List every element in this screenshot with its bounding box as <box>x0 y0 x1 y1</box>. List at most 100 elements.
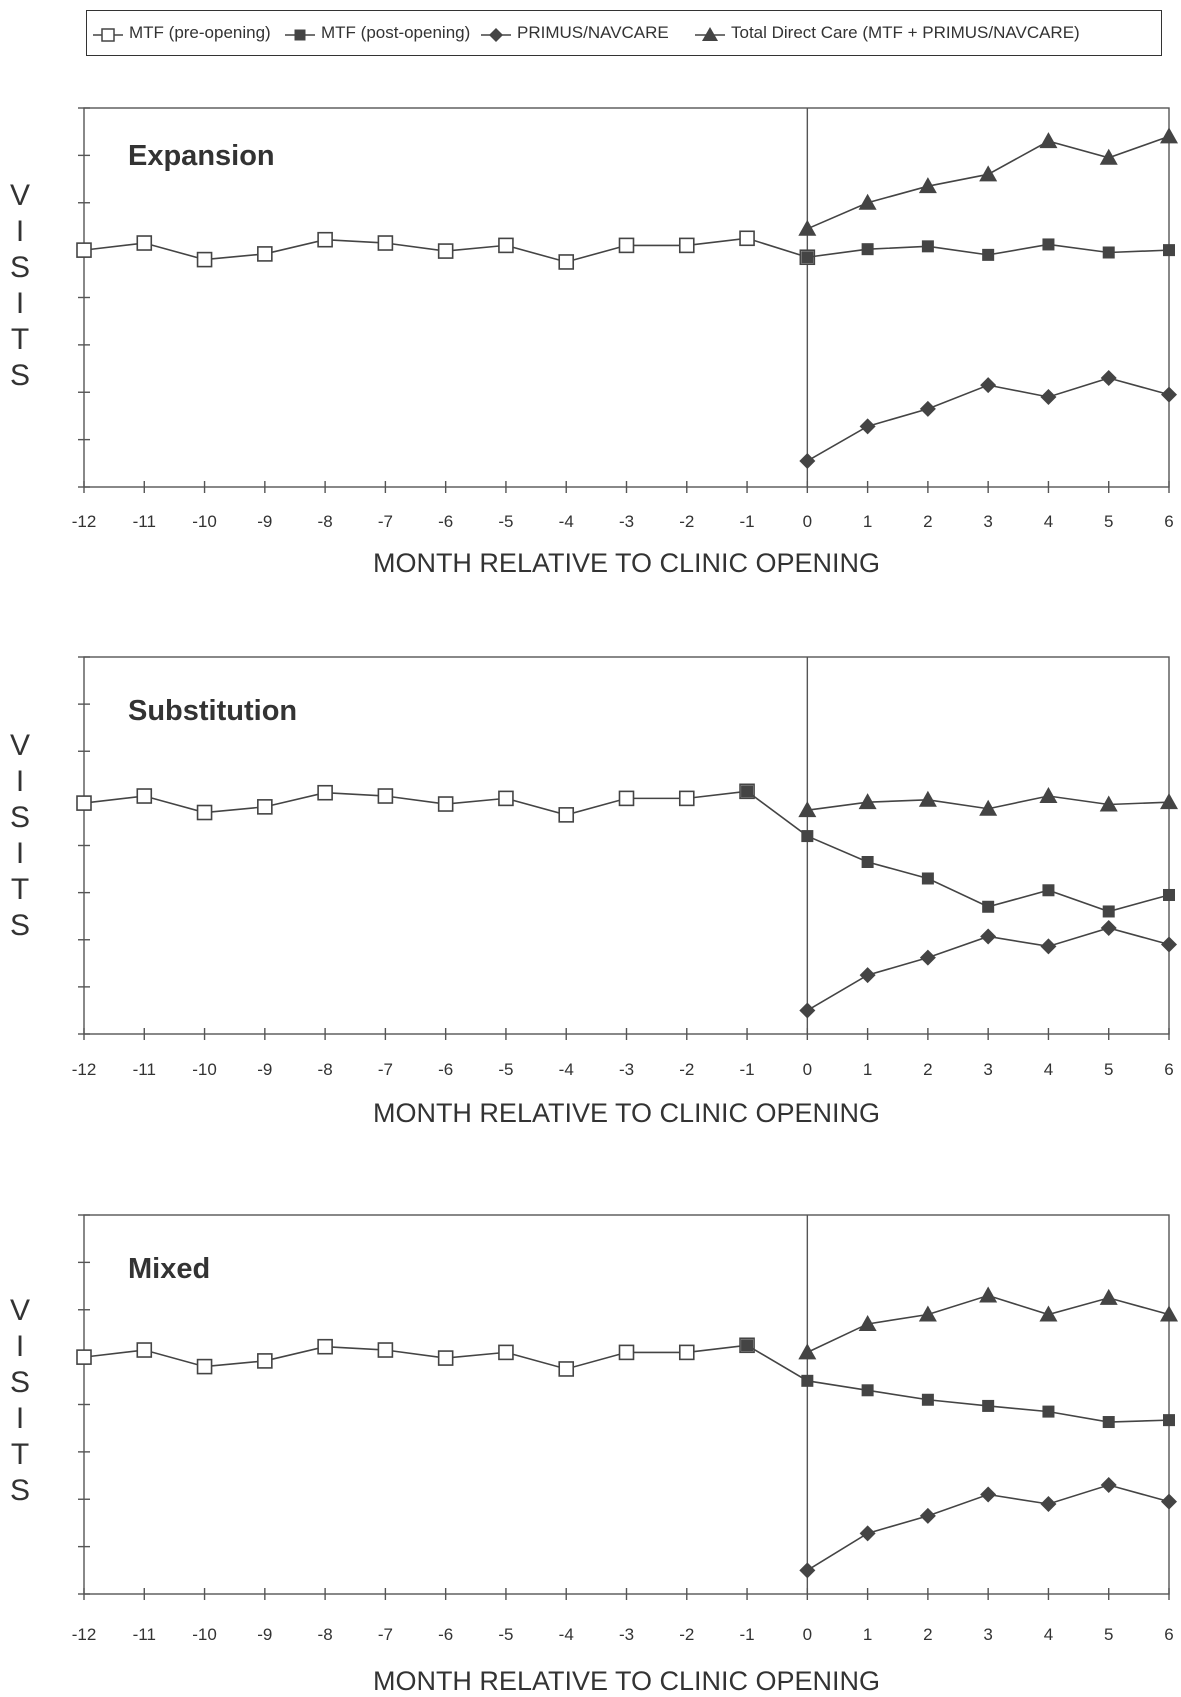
data-point <box>437 796 454 812</box>
x-tick-label: -7 <box>378 1060 393 1079</box>
x-tick-label: 2 <box>923 512 932 531</box>
data-point <box>799 1002 816 1019</box>
data-point <box>979 165 998 182</box>
data-point <box>921 872 934 885</box>
series-line <box>83 790 748 816</box>
x-tick-label: -12 <box>72 1060 97 1079</box>
data-point <box>618 1344 635 1361</box>
legend-label-mtf-pre: MTF (pre-opening) <box>129 23 271 42</box>
series-filled-square <box>741 785 1175 918</box>
data-point <box>196 251 213 268</box>
data-point <box>1161 386 1177 403</box>
data-point <box>1102 1416 1115 1429</box>
x-tick-label: -6 <box>438 512 453 531</box>
x-tick-label: -3 <box>619 512 634 531</box>
chart-title: Substitution <box>128 695 297 727</box>
chart-legend: MTF (pre-opening) MTF (post-opening) PRI… <box>86 10 1162 56</box>
x-tick-label: -1 <box>739 512 754 531</box>
x-tick-label: -1 <box>739 1060 754 1079</box>
data-point <box>919 949 936 966</box>
data-point <box>1102 905 1115 918</box>
data-point <box>1039 787 1058 804</box>
data-point <box>317 784 333 801</box>
x-tick-label: 1 <box>863 1625 872 1644</box>
x-tick-label: -9 <box>257 1625 272 1644</box>
x-tick-label: -5 <box>498 512 513 531</box>
x-axis-label: MONTH RELATIVE TO CLINIC OPENING <box>373 1666 880 1696</box>
series-filled-diamond <box>799 370 1177 469</box>
data-point <box>859 1525 876 1542</box>
data-point <box>1102 246 1115 259</box>
series-line <box>83 1344 748 1370</box>
open-square-marker-icon <box>93 28 123 42</box>
data-point <box>257 246 273 262</box>
x-tick-label: -2 <box>679 1060 694 1079</box>
data-point <box>859 967 876 984</box>
x-tick-label: 0 <box>803 1625 812 1644</box>
data-point <box>982 900 995 913</box>
series-line <box>746 1344 1170 1423</box>
data-point <box>799 1562 816 1579</box>
data-point <box>918 1305 937 1322</box>
data-point <box>678 237 695 254</box>
data-point <box>76 795 92 811</box>
data-point <box>980 377 997 394</box>
data-point <box>1042 884 1055 897</box>
data-point <box>498 1344 514 1361</box>
data-point <box>196 804 213 821</box>
data-point <box>741 1339 754 1352</box>
data-point <box>136 788 153 804</box>
x-tick-label: -11 <box>133 1060 156 1079</box>
data-point <box>919 400 936 417</box>
data-point <box>1100 919 1117 936</box>
legend-label-total-direct-care: Total Direct Care (MTF + PRIMUS/NAVCARE) <box>731 23 1080 42</box>
x-tick-label: -8 <box>318 1625 333 1644</box>
x-tick-label: -5 <box>498 1625 513 1644</box>
x-tick-label: 3 <box>983 1060 992 1079</box>
data-point <box>498 790 514 807</box>
x-tick-label: -9 <box>257 1060 272 1079</box>
data-point <box>1099 148 1118 165</box>
data-point <box>377 788 394 804</box>
x-tick-label: -11 <box>133 512 156 531</box>
x-tick-label: -4 <box>559 1060 574 1079</box>
x-tick-label: -6 <box>438 1625 453 1644</box>
data-point <box>1160 127 1178 144</box>
series-filled-diamond <box>799 919 1177 1019</box>
data-point <box>1163 244 1175 257</box>
series-open-square <box>76 230 816 270</box>
x-tick-label: -10 <box>192 512 217 531</box>
x-tick-label: 2 <box>923 1060 932 1079</box>
data-point <box>1099 1288 1118 1305</box>
data-point <box>1039 132 1058 149</box>
data-point <box>1161 1493 1177 1510</box>
filled-diamond-marker-icon <box>481 28 511 42</box>
data-point <box>257 799 273 815</box>
data-point <box>1100 1477 1117 1494</box>
data-point <box>678 1344 695 1361</box>
x-tick-label: 3 <box>983 512 992 531</box>
x-tick-label: 6 <box>1164 1625 1173 1644</box>
data-point <box>858 793 877 810</box>
x-tick-label: -12 <box>72 512 97 531</box>
x-tick-label: -3 <box>619 1625 634 1644</box>
x-tick-label: 6 <box>1164 512 1173 531</box>
chart-title: Expansion <box>128 140 275 172</box>
data-point <box>982 248 995 261</box>
data-point <box>858 193 877 210</box>
x-tick-label: -5 <box>498 1060 513 1079</box>
x-tick-label: -8 <box>318 512 333 531</box>
data-point <box>979 799 998 816</box>
data-point <box>979 1286 998 1303</box>
data-point <box>618 790 635 807</box>
x-tick-label: -7 <box>378 1625 393 1644</box>
data-point <box>377 235 394 251</box>
x-tick-label: -2 <box>679 512 694 531</box>
data-point <box>317 1338 333 1355</box>
data-point <box>861 243 874 256</box>
data-point <box>861 855 874 868</box>
x-tick-label: 4 <box>1044 512 1053 531</box>
